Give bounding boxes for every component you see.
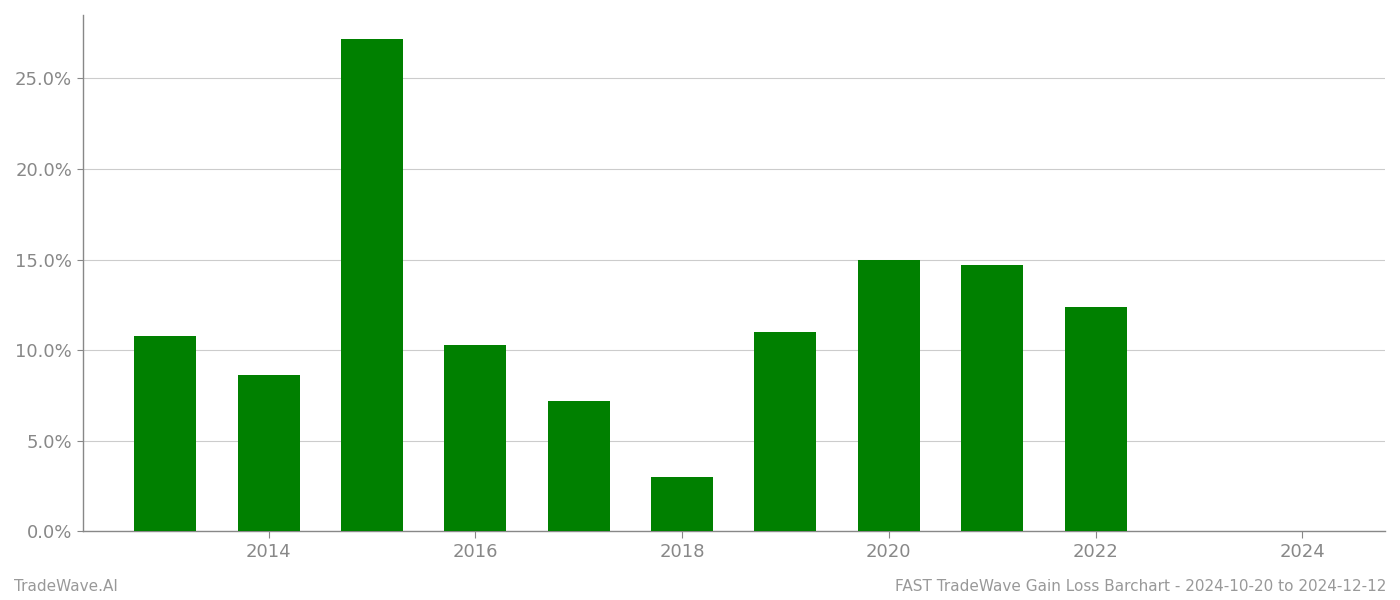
Bar <box>444 344 507 531</box>
Bar <box>858 260 920 531</box>
Bar <box>547 401 610 531</box>
Text: FAST TradeWave Gain Loss Barchart - 2024-10-20 to 2024-12-12: FAST TradeWave Gain Loss Barchart - 2024… <box>895 579 1386 594</box>
Bar <box>962 265 1023 531</box>
Bar <box>342 38 403 531</box>
Bar <box>238 376 300 531</box>
Bar <box>1064 307 1127 531</box>
Bar <box>651 477 713 531</box>
Bar <box>134 335 196 531</box>
Bar <box>755 332 816 531</box>
Text: TradeWave.AI: TradeWave.AI <box>14 579 118 594</box>
